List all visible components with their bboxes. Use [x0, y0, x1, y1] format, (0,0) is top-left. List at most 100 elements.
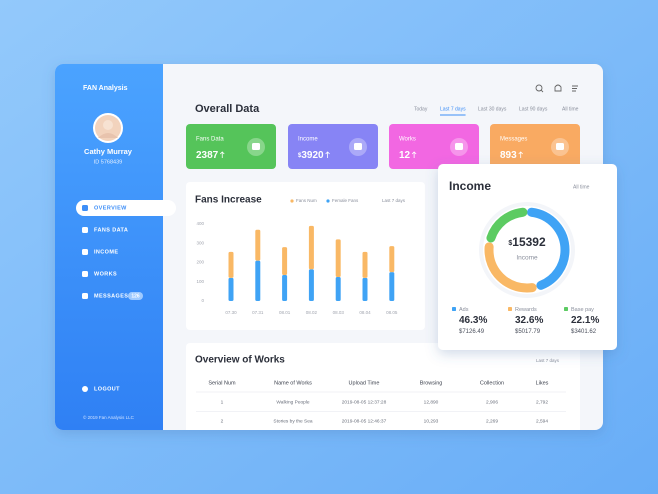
table-cell: 2,594: [536, 418, 548, 424]
table-filter[interactable]: Last 7 days: [536, 358, 560, 363]
stat-value: $3920: [298, 150, 324, 161]
chart-filter[interactable]: Last 7 days: [382, 198, 406, 203]
legend-label: Base pay: [571, 307, 594, 313]
column-header: Likes: [536, 380, 549, 386]
stat-value: 2387: [196, 150, 219, 161]
stat-card: [389, 124, 479, 169]
stat-number: 893: [500, 150, 517, 161]
bar-segment: [389, 246, 395, 273]
y-tick-label: 300: [196, 240, 204, 245]
stat-label: Income: [298, 137, 318, 143]
overlay: Income All time Ads 46.3% $7126.49 Rewards 32.…: [438, 164, 617, 350]
bar-segment: [308, 225, 314, 270]
brand: FAN Analysis: [83, 85, 128, 92]
bar-segment: [335, 276, 341, 301]
menu-icon: [82, 271, 88, 277]
donut-total: $15392: [508, 235, 546, 249]
table-cell: 2019-08-05 12:37:28: [342, 399, 387, 405]
y-tick-label: 100: [196, 279, 204, 284]
search-handle: [540, 89, 544, 93]
donut-segment: [484, 207, 570, 293]
range-tab[interactable]: All time: [562, 106, 579, 112]
range-tab[interactable]: Today: [414, 106, 428, 112]
legend-swatch: [508, 307, 512, 311]
column-header: Name of Works: [274, 380, 312, 386]
stat-card: [490, 124, 580, 169]
range-tab[interactable]: Last 7 days: [440, 106, 466, 112]
x-tick-label: 07.31: [252, 310, 264, 315]
legend-label: Fans Num: [296, 198, 317, 203]
stat-label: Works: [399, 137, 416, 143]
stat-icon: [354, 143, 362, 150]
stat-value: 12: [399, 150, 411, 161]
table-cell: 10,293: [424, 418, 439, 424]
search-icon[interactable]: [535, 84, 543, 92]
x-tick-label: 08.04: [359, 310, 371, 315]
bar-segment: [228, 251, 234, 278]
stat-label: Fans Data: [196, 137, 224, 143]
app-content: FAN Analysis Cathy Murray ID 5768439 OVERVI…: [55, 64, 580, 430]
avatar-head: [103, 120, 113, 130]
bar-segment: [308, 269, 314, 301]
table-cell: 2,906: [486, 399, 498, 405]
stat-number: 2387: [196, 150, 219, 161]
donut-track: [479, 202, 575, 298]
x-tick-label: 08.05: [386, 310, 398, 315]
table-cell: 2,792: [536, 399, 548, 405]
income-percent: 46.3%: [459, 315, 487, 326]
menu-icon: [82, 205, 88, 211]
table-cell: Walking People: [276, 399, 309, 405]
x-tick-label: 07.30: [225, 310, 237, 315]
stat-number: 3920: [301, 150, 324, 161]
income-amount: $3401.62: [571, 329, 597, 335]
bar-segment: [362, 251, 368, 278]
menu-item[interactable]: FANS DATA: [94, 227, 128, 233]
x-tick-label: 08.02: [306, 310, 318, 315]
table-cell: 2,269: [486, 418, 498, 424]
y-tick-label: 200: [196, 260, 204, 265]
stat-card: [186, 124, 276, 169]
menu-icon: [82, 249, 88, 255]
legend-dot: [290, 199, 294, 203]
avatar-body: [98, 133, 118, 138]
range-tab[interactable]: Last 90 days: [519, 106, 548, 112]
panel: [186, 343, 580, 430]
menu-item[interactable]: INCOME: [94, 249, 118, 255]
bell-icon[interactable]: [554, 84, 562, 92]
column-header: Upload Time: [349, 380, 380, 386]
chart-filter[interactable]: All time: [573, 184, 590, 190]
stat-label: Messages: [500, 137, 527, 143]
stat-number: 12: [399, 150, 411, 161]
stat-value: 893: [500, 150, 517, 161]
income-percent: 32.6%: [515, 315, 543, 326]
bar-segment: [282, 275, 288, 301]
income-amount: $5017.79: [515, 329, 541, 335]
stat-icon: [455, 143, 463, 150]
logout-icon: [82, 386, 88, 392]
donut-total-label: Income: [516, 255, 538, 262]
menu-item[interactable]: OVERVIEW: [94, 205, 127, 211]
menu-item[interactable]: MESSAGES: [94, 293, 128, 299]
income-percent: 22.1%: [571, 315, 599, 326]
income-panel: [438, 164, 617, 350]
table-cell: 2019-08-05 12:46:37: [342, 418, 387, 424]
footer: © 2019 Fan Analysis LLC: [83, 414, 135, 420]
logout[interactable]: LOGOUT: [94, 386, 120, 392]
up-arrow: [411, 151, 417, 158]
up-arrow: [219, 151, 225, 158]
chart-title: Fans Increase: [195, 195, 262, 206]
stat-icon: [556, 143, 564, 150]
legend-dot: [326, 199, 330, 203]
menu-item[interactable]: WORKS: [94, 271, 117, 277]
table-cell: 12,890: [424, 399, 439, 405]
stat-card: [288, 124, 378, 169]
user-id: ID 5768439: [94, 159, 122, 165]
section-title: Overall Data: [195, 103, 260, 115]
legend-label: Rewards: [515, 307, 537, 313]
legend-swatch: [452, 307, 456, 311]
table-cell: 1: [221, 399, 224, 405]
y-tick-label: 0: [201, 298, 204, 303]
range-tab[interactable]: Last 30 days: [478, 106, 507, 112]
